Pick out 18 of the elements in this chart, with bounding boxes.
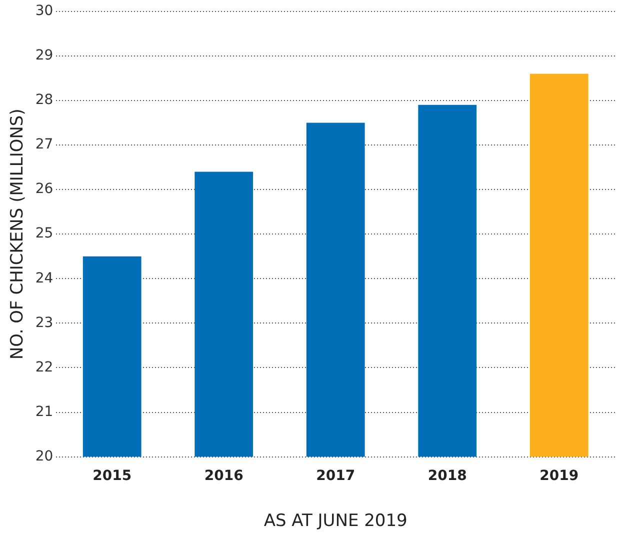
y-tick-label: 23	[35, 314, 54, 331]
x-tick-label: 2015	[92, 468, 132, 484]
y-tick-label: 25	[35, 226, 54, 242]
y-tick-label: 29	[35, 48, 54, 64]
y-tick-label: 27	[35, 136, 54, 153]
x-tick-label: 2017	[316, 468, 356, 484]
y-tick-label: 22	[35, 359, 54, 376]
y-tick-label: 21	[35, 404, 54, 420]
y-tick-label: 26	[35, 181, 54, 198]
x-tick-label: 2019	[540, 468, 579, 484]
y-axis-title: NO. OF CHICKENS (MILLIONS)	[8, 108, 28, 360]
y-tick-label: 20	[35, 448, 54, 464]
y-tick-label: 24	[35, 270, 54, 286]
x-axis-title: AS AT JUNE 2019	[264, 511, 408, 532]
x-tick-label: 2016	[204, 468, 244, 484]
y-tick-label: 28	[35, 92, 54, 108]
x-tick-label: 2018	[428, 468, 467, 484]
y-tick-label: 30	[35, 3, 54, 20]
